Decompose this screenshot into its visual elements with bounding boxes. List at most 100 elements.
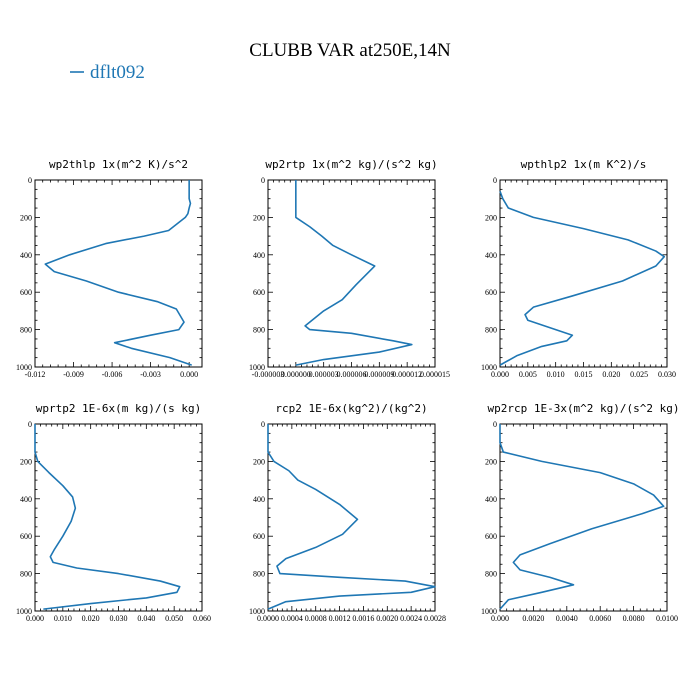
x-tick-label: 0.000 [491, 614, 509, 623]
y-tick-label: 600 [485, 532, 497, 541]
panel-1: wp2thlp 1x(m^2 K)/s^2 -0.012 -0.009 -0.006 -… [16, 158, 203, 379]
y-tick-label: 600 [20, 288, 32, 297]
x-tick-label: 0.0080 [623, 614, 645, 623]
x-tick-label: 0.0004 [281, 614, 303, 623]
y-tick-label: 400 [485, 495, 497, 504]
x-tick-label: 0.020 [82, 614, 100, 623]
x-tick-label: 0.0020 [522, 614, 544, 623]
panel-title: wp2rcp 1E-3x(m^2 kg)/(s^2 kg) [487, 402, 679, 415]
y-tick-label: 0 [493, 420, 497, 429]
legend: dflt092 [70, 62, 145, 83]
y-tick-label: 0 [261, 176, 265, 185]
x-tick-label: 0.0020 [376, 614, 398, 623]
x-tick-label: 0.010 [54, 614, 72, 623]
y-tick-label: 1000 [481, 363, 497, 372]
x-tick-label: 0.0008 [305, 614, 327, 623]
y-tick-label: 1000 [249, 363, 265, 372]
x-tick-label: 0.000 [491, 370, 509, 379]
x-tick-label: 0.000 [26, 614, 44, 623]
x-tick-label: 0.0040 [556, 614, 578, 623]
y-tick-label: 400 [253, 495, 265, 504]
y-tick-label: 1000 [16, 363, 32, 372]
x-tick-label: -0.009 [63, 370, 84, 379]
x-tick-label: 0.0028 [424, 614, 446, 623]
legend-label: dflt092 [90, 62, 145, 83]
x-tick-label: 0.0060 [589, 614, 611, 623]
series-line-dflt092 [499, 190, 666, 366]
x-tick-label: -0.000003 [252, 370, 285, 379]
y-tick-label: 200 [485, 213, 497, 222]
plot-frame [499, 179, 668, 368]
plot-frame [34, 423, 203, 612]
y-tick-label: 400 [20, 495, 32, 504]
x-tick-label: 0.000000 [281, 370, 311, 379]
x-tick-label: 0.000015 [420, 370, 450, 379]
plot-frame [499, 423, 668, 612]
y-tick-label: 200 [20, 213, 32, 222]
panel-title: rcp2 1E-6x(kg^2)/(kg^2) [275, 402, 427, 415]
y-tick-label: 800 [20, 570, 32, 579]
x-tick-label: 0.000006 [337, 370, 367, 379]
y-tick-label: 1000 [481, 607, 497, 616]
y-tick-label: 400 [253, 251, 265, 260]
x-tick-label: 0.040 [137, 614, 155, 623]
plot-frame [267, 179, 436, 368]
panel-2: wp2rtp 1x(m^2 kg)/(s^2 kg)-0.0000030.000… [249, 158, 450, 379]
x-tick-label: 0.015 [575, 370, 593, 379]
y-tick-label: 0 [493, 176, 497, 185]
y-tick-label: 400 [485, 251, 497, 260]
series-line-dflt092 [34, 424, 181, 610]
x-tick-label: -0.012 [25, 370, 46, 379]
series-line-dflt092 [44, 180, 192, 366]
y-tick-label: 200 [485, 457, 497, 466]
y-tick-label: 800 [485, 326, 497, 335]
y-tick-label: 600 [253, 288, 265, 297]
x-tick-label: -0.006 [102, 370, 123, 379]
panel-title: wprtp2 1E-6x(m kg)/(s kg) [36, 402, 202, 415]
panel-grid: wp2thlp 1x(m^2 K)/s^2 -0.012 -0.009 -0.006 -… [16, 158, 680, 623]
y-tick-label: 200 [20, 457, 32, 466]
x-tick-label: 0.060 [193, 614, 211, 623]
x-tick-label: 0.000012 [392, 370, 422, 379]
panel-title: wp2thlp 1x(m^2 K)/s^2 [49, 158, 188, 171]
y-tick-label: 800 [253, 570, 265, 579]
x-tick-label: 0.025 [630, 370, 648, 379]
panel-5: rcp2 1E-6x(kg^2)/(kg^2) 0.0000 0.0004 0.000… [249, 402, 446, 623]
y-tick-label: 0 [261, 420, 265, 429]
figure-title: CLUBB VAR at250E,14N [249, 40, 451, 61]
y-tick-label: 0 [28, 176, 32, 185]
y-tick-label: 800 [20, 326, 32, 335]
x-tick-label: 0.0000 [257, 614, 279, 623]
panel-title: wpthlp2 1x(m K^2)/s [521, 158, 647, 171]
x-tick-label: -0.003 [140, 370, 161, 379]
series-line-dflt092 [267, 424, 436, 610]
x-tick-label: 0.0016 [352, 614, 374, 623]
panel-6: wp2rcp 1E-3x(m^2 kg)/(s^2 kg) 0.000 0.0020… [481, 402, 680, 623]
x-tick-label: 0.0024 [400, 614, 422, 623]
y-tick-label: 1000 [249, 607, 265, 616]
y-tick-label: 600 [253, 532, 265, 541]
x-tick-label: 0.000009 [364, 370, 394, 379]
x-tick-label: 0.030 [658, 370, 676, 379]
x-tick-label: 0.000003 [309, 370, 339, 379]
x-tick-label: 0.050 [165, 614, 183, 623]
y-tick-label: 600 [485, 288, 497, 297]
x-tick-label: 0.005 [519, 370, 537, 379]
series-line-dflt092 [499, 424, 665, 610]
y-tick-label: 400 [20, 251, 32, 260]
panel-title: wp2rtp 1x(m^2 kg)/(s^2 kg) [265, 158, 437, 171]
plot-frame [267, 423, 436, 612]
y-tick-label: 800 [253, 326, 265, 335]
y-tick-label: 200 [253, 213, 265, 222]
y-tick-label: 800 [485, 570, 497, 579]
panel-3: wpthlp2 1x(m K^2)/s 0.000 0.005 0.010 0.015 0… [481, 158, 676, 379]
panel-4: wprtp2 1E-6x(m kg)/(s kg) 0.000 0.010 0.020… [16, 402, 211, 623]
y-tick-label: 0 [28, 420, 32, 429]
x-tick-label: 0.010 [547, 370, 565, 379]
y-tick-label: 1000 [16, 607, 32, 616]
x-tick-label: 0.0100 [656, 614, 678, 623]
y-tick-label: 200 [253, 457, 265, 466]
x-tick-label: 0.020 [602, 370, 620, 379]
series-line-dflt092 [295, 180, 413, 366]
